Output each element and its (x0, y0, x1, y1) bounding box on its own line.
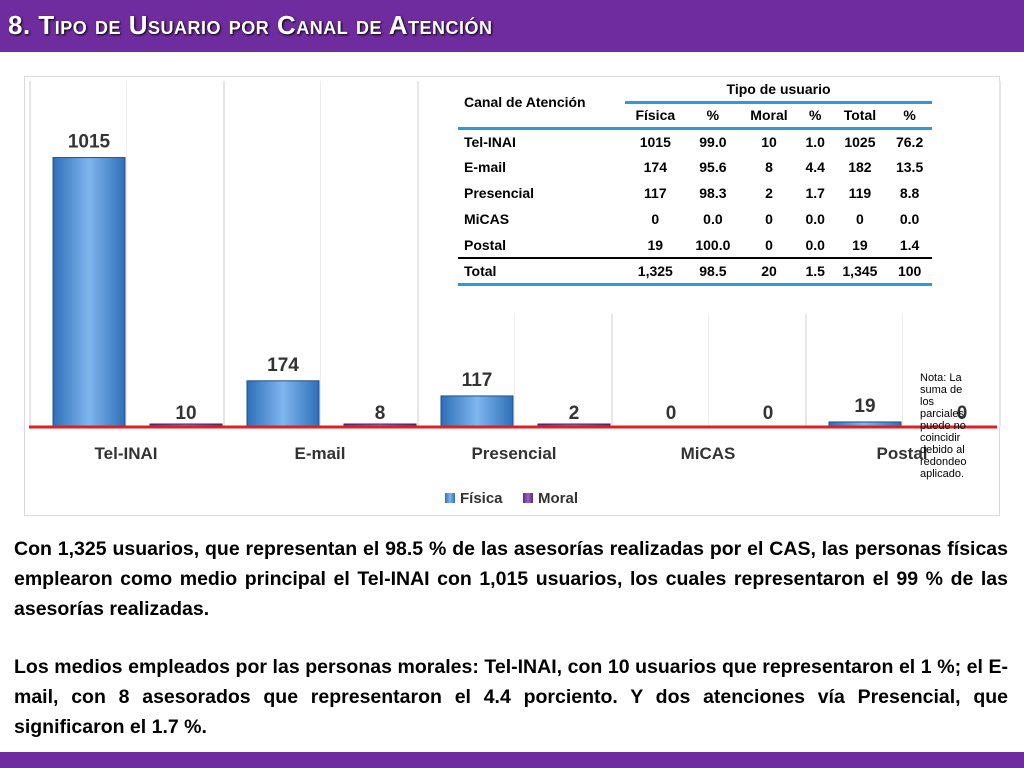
category-label: Postal (876, 444, 927, 463)
table-cell: 0 (856, 211, 864, 227)
table-cell: 98.3 (699, 185, 727, 201)
table-cell: 0 (651, 211, 660, 227)
legend-label-fisica: Física (460, 490, 503, 507)
legend-swatch-fisica (445, 493, 455, 503)
table-subheader-row: Física% Moral% Total% (458, 102, 932, 130)
category-label: Tel-INAI (95, 444, 158, 463)
bar-data-label: 0 (957, 403, 968, 424)
group-separator (223, 81, 225, 427)
table-body: Tel-INAI 1015 99.0 10 1.0 1025 76.2 E-mail 174 95… (458, 128, 932, 286)
category-label: Presencial (471, 444, 556, 463)
bar-fisica (246, 380, 320, 428)
table-cell: 1.0 (805, 133, 825, 150)
table-cell: 19 (625, 232, 686, 259)
table-cell: 1.4 (887, 232, 932, 259)
table-subheader: % (685, 102, 741, 130)
group-separator (417, 81, 419, 427)
table-cell: 19 (832, 232, 888, 259)
table-cell: 1.7 (805, 185, 825, 201)
table-cell: 20 (740, 258, 798, 286)
category-label: E-mail (294, 444, 345, 463)
table-row: Presencial 117 98.3 2 1.7 119 8.8 (458, 180, 932, 206)
table-cell: Total (458, 258, 626, 286)
table-cell: Presencial (464, 185, 535, 201)
table-note: Nota: La suma de los parciales puede no … (920, 372, 967, 480)
data-table-box: Canal de Atención Tipo de usuario Física… (458, 78, 967, 480)
bottom-bar (0, 752, 1024, 768)
table-cell: 8 (765, 159, 773, 175)
table-cell: 1025 (844, 133, 876, 150)
bar-data-label: 10 (175, 403, 196, 424)
category-label: MiCAS (681, 444, 736, 463)
bar-fisica (52, 157, 126, 428)
paragraph-fisica: Con 1,325 usuarios, que representan el 9… (14, 538, 1008, 620)
table-cell: 2 (765, 185, 773, 201)
table-row: Postal 19 100.0 0 0.0 19 1.4 (458, 232, 932, 259)
table-cell: 0.0 (797, 232, 833, 259)
bar-data-label: 2 (569, 403, 580, 424)
table-subheader: Física (625, 102, 686, 130)
table-cell: 8.8 (899, 185, 920, 201)
table-subheader: % (797, 102, 833, 130)
table-total-row: Total 1,325 98.5 20 1.5 1,345 100 (458, 258, 932, 286)
table-cell: 1,345 (832, 258, 888, 286)
data-table: Canal de Atención Tipo de usuario Física… (458, 78, 932, 286)
bar-fisica (440, 395, 514, 428)
table-row: E-mail 174 95.6 8 4.4 182 13.5 (458, 154, 932, 180)
table-cell: 0.0 (805, 211, 825, 227)
table-cell: 119 (848, 185, 872, 201)
table-cell: 95.6 (699, 159, 727, 175)
table-cell: 1.5 (797, 258, 833, 286)
group-midline (320, 81, 321, 427)
legend-label-moral: Moral (538, 490, 578, 507)
table-cell: 99.0 (699, 133, 727, 150)
bar-data-label: 117 (462, 370, 493, 391)
table-cell: E-mail (464, 159, 507, 175)
page-title: 8. Tipo de Usuario por Canal de Atención (8, 10, 493, 40)
table-cell: MiCAS (464, 211, 510, 227)
table-cell: 13.5 (895, 159, 924, 175)
table-subheader: Moral (740, 102, 798, 130)
table-cell: 0 (740, 232, 798, 259)
table-cell: 0 (765, 211, 773, 227)
table-cell: Tel-INAI (464, 133, 516, 150)
table-subheader: % (887, 102, 932, 130)
bar-data-label: 0 (763, 403, 774, 424)
body-text: Con 1,325 usuarios, que representan el 9… (14, 534, 1008, 742)
bar-data-label: 0 (666, 403, 677, 424)
table-subheader: Total (832, 102, 888, 130)
table-cell: 117 (644, 185, 667, 201)
table-cell: 0.0 (899, 211, 920, 227)
table-row: Tel-INAI 1015 99.0 10 1.0 1025 76.2 (458, 128, 932, 154)
table-cell: 10 (761, 133, 777, 150)
table-cell: 4.4 (805, 159, 825, 175)
legend-swatch-moral (523, 493, 533, 503)
table-cell: 100.0 (685, 232, 741, 259)
table-cell: 76.2 (895, 133, 924, 150)
table-cell: 100 (887, 258, 932, 286)
title-bar: 8. Tipo de Usuario por Canal de Atención (0, 0, 1024, 52)
group-separator (999, 81, 1001, 427)
bar-data-label: 174 (267, 355, 299, 376)
table-cell: Postal (458, 232, 626, 259)
table-cell: 182 (848, 159, 872, 175)
table-header-tipo: Tipo de usuario (625, 78, 932, 104)
group-midline (126, 81, 127, 427)
bar-data-label: 19 (854, 396, 875, 417)
table-row: MiCAS 0 0.0 0 0.0 0 0.0 (458, 206, 932, 232)
paragraph-moral: Los medios empleados por las personas mo… (14, 656, 1008, 738)
table-cell: 1,325 (625, 258, 686, 286)
bar-data-label: 1015 (68, 132, 111, 153)
bar-data-label: 8 (375, 403, 386, 424)
table-cell: 98.5 (685, 258, 741, 286)
group-separator (29, 81, 31, 427)
table-cell: 0.0 (703, 211, 723, 227)
table-header-canal: Canal de Atención (458, 78, 626, 130)
table-cell: 1015 (639, 133, 671, 150)
table-cell: 174 (643, 159, 667, 175)
